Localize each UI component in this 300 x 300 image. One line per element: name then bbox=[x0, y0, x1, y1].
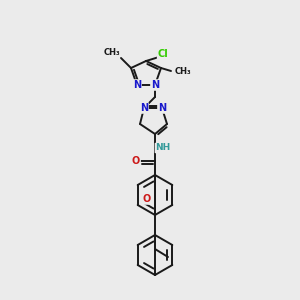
Text: N: N bbox=[133, 80, 141, 90]
Text: N: N bbox=[151, 80, 159, 90]
Text: N: N bbox=[140, 103, 148, 113]
Text: N: N bbox=[158, 103, 166, 113]
Text: O: O bbox=[132, 156, 140, 166]
Text: NH: NH bbox=[155, 143, 171, 152]
Text: O: O bbox=[143, 194, 151, 204]
Text: Cl: Cl bbox=[158, 49, 168, 59]
Text: CH₃: CH₃ bbox=[175, 67, 192, 76]
Text: CH₃: CH₃ bbox=[103, 48, 120, 57]
